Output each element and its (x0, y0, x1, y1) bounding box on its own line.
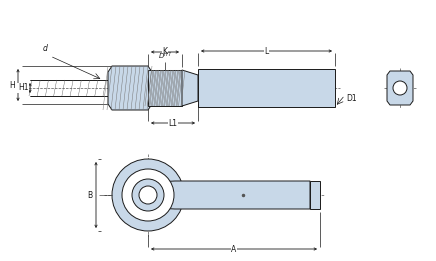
Text: K: K (163, 48, 167, 56)
Circle shape (122, 169, 174, 221)
Text: $D^{H7}$: $D^{H7}$ (158, 51, 172, 62)
Text: A: A (232, 245, 237, 253)
Polygon shape (182, 70, 198, 106)
Text: H: H (9, 80, 15, 90)
Bar (310, 181, 320, 209)
Bar (148, 70, 182, 106)
Polygon shape (156, 181, 310, 209)
Circle shape (112, 159, 184, 231)
Circle shape (139, 186, 157, 204)
Text: H1: H1 (18, 84, 28, 92)
Text: B: B (88, 191, 92, 199)
Text: d: d (43, 44, 48, 53)
Text: D1: D1 (346, 94, 357, 103)
Text: L1: L1 (168, 118, 177, 128)
Bar (198, 69, 335, 107)
Text: L: L (264, 46, 269, 56)
Polygon shape (108, 66, 152, 110)
Circle shape (132, 179, 164, 211)
Circle shape (393, 81, 407, 95)
Polygon shape (387, 71, 413, 105)
